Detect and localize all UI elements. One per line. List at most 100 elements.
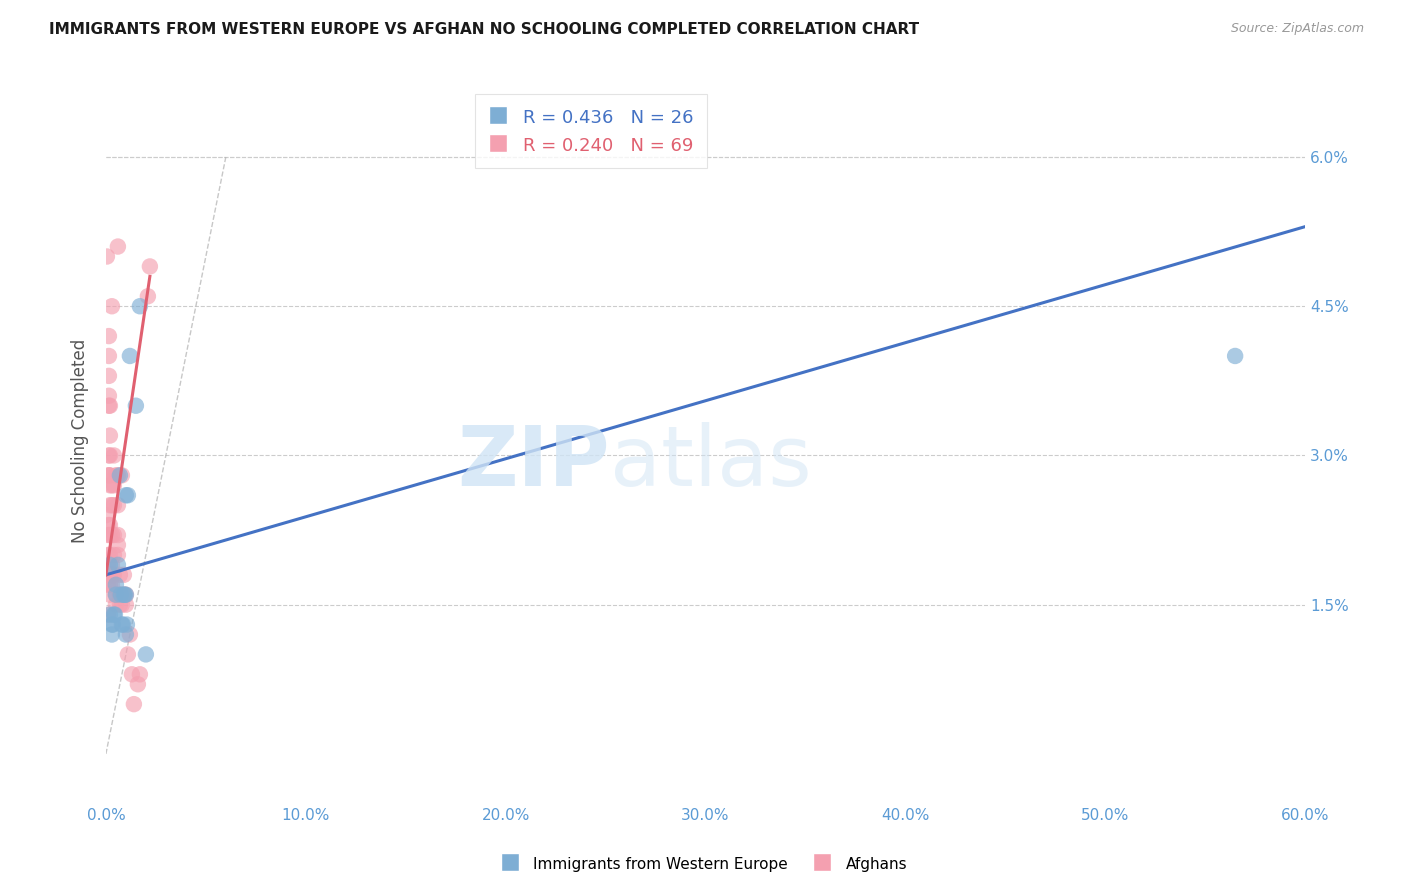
Point	[125, 399, 148, 413]
Point	[94, 508, 117, 523]
Point	[97, 548, 120, 562]
Point	[111, 598, 134, 612]
Point	[103, 528, 125, 542]
Point	[107, 498, 129, 512]
Text: IMMIGRANTS FROM WESTERN EUROPE VS AFGHAN NO SCHOOLING COMPLETED CORRELATION CHAR: IMMIGRANTS FROM WESTERN EUROPE VS AFGHAN…	[49, 22, 920, 37]
Point	[103, 449, 125, 463]
Point	[97, 518, 120, 533]
Point	[98, 428, 121, 442]
Point	[128, 299, 150, 313]
Point	[98, 567, 121, 582]
Point	[111, 617, 134, 632]
Point	[114, 588, 136, 602]
Point	[98, 498, 121, 512]
Point	[97, 558, 120, 572]
Point	[101, 617, 124, 632]
Point	[101, 528, 124, 542]
Point	[98, 528, 121, 542]
Point	[101, 617, 124, 632]
Point	[107, 528, 129, 542]
Point	[115, 588, 138, 602]
Point	[98, 588, 121, 602]
Point	[97, 567, 120, 582]
Point	[97, 468, 120, 483]
Point	[115, 598, 138, 612]
Point	[101, 478, 124, 492]
Point	[98, 558, 121, 572]
Point	[111, 468, 134, 483]
Point	[97, 468, 120, 483]
Point	[135, 648, 157, 662]
Point	[112, 567, 135, 582]
Text: ZIP: ZIP	[457, 422, 610, 503]
Point	[112, 588, 135, 602]
Point	[98, 578, 121, 592]
Point	[98, 468, 121, 483]
Point	[110, 588, 132, 602]
Point	[115, 627, 138, 641]
Point	[96, 250, 118, 264]
Point	[108, 588, 131, 602]
Point	[128, 667, 150, 681]
Text: Source: ZipAtlas.com: Source: ZipAtlas.com	[1230, 22, 1364, 36]
Point	[108, 588, 131, 602]
Point	[107, 239, 129, 253]
Point	[122, 697, 145, 711]
Point	[101, 578, 124, 592]
Point	[118, 349, 141, 363]
Point	[107, 548, 129, 562]
Point	[98, 607, 121, 622]
Point	[108, 598, 131, 612]
Point	[103, 607, 125, 622]
Legend: Immigrants from Western Europe, Afghans: Immigrants from Western Europe, Afghans	[491, 847, 915, 880]
Point	[136, 289, 159, 303]
Point	[97, 528, 120, 542]
Point	[117, 648, 139, 662]
Point	[104, 588, 127, 602]
Y-axis label: No Schooling Completed: No Schooling Completed	[72, 338, 89, 542]
Point	[101, 567, 124, 582]
Text: atlas: atlas	[610, 422, 811, 503]
Point	[104, 588, 127, 602]
Point	[112, 588, 135, 602]
Point	[121, 667, 143, 681]
Point	[98, 449, 121, 463]
Point	[107, 558, 129, 572]
Point	[139, 260, 162, 274]
Point	[98, 518, 121, 533]
Point	[107, 538, 129, 552]
Point	[97, 578, 120, 592]
Point	[101, 627, 124, 641]
Point	[104, 607, 127, 622]
Point	[97, 399, 120, 413]
Point	[104, 578, 127, 592]
Point	[115, 617, 138, 632]
Point	[108, 468, 131, 483]
Point	[118, 627, 141, 641]
Point	[101, 498, 124, 512]
Point	[127, 677, 149, 691]
Point	[107, 468, 129, 483]
Point	[108, 567, 131, 582]
Point	[98, 478, 121, 492]
Point	[117, 488, 139, 502]
Point	[97, 389, 120, 403]
Point	[115, 588, 138, 602]
Point	[103, 478, 125, 492]
Point	[103, 567, 125, 582]
Legend: R = 0.436   N = 26, R = 0.240   N = 69: R = 0.436 N = 26, R = 0.240 N = 69	[475, 94, 707, 168]
Point	[1223, 349, 1246, 363]
Point	[115, 488, 138, 502]
Point	[98, 399, 121, 413]
Point	[103, 548, 125, 562]
Point	[101, 299, 124, 313]
Point	[103, 498, 125, 512]
Point	[97, 349, 120, 363]
Point	[97, 368, 120, 383]
Point	[97, 449, 120, 463]
Point	[104, 598, 127, 612]
Point	[101, 558, 124, 572]
Point	[98, 548, 121, 562]
Point	[104, 468, 127, 483]
Point	[97, 607, 120, 622]
